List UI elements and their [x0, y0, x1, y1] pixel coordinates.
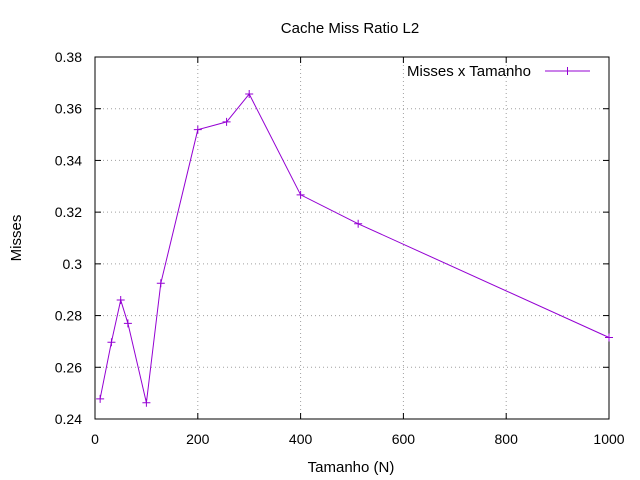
x-tick-label: 800	[495, 431, 519, 447]
y-tick-label: 0.38	[55, 49, 82, 65]
data-point-marker	[296, 190, 305, 199]
legend-label: Misses x Tamanho	[407, 63, 531, 80]
chart-title: Cache Miss Ratio L2	[281, 20, 419, 37]
data-point-marker	[107, 338, 116, 347]
data-point-marker	[245, 89, 254, 98]
data-point-marker	[354, 219, 363, 228]
x-tick-label: 0	[91, 431, 99, 447]
data-point-marker	[142, 398, 151, 407]
data-point-marker	[123, 319, 132, 328]
x-axis-title: Tamanho (N)	[308, 459, 395, 476]
tick-labels: 0 200 400 600 800 1000 0.24 0.26 0.28 0.3 0.32 0.34…	[55, 49, 625, 447]
y-tick-label: 0.3	[63, 256, 83, 272]
plot-frame	[94, 56, 610, 420]
y-tick-label: 0.28	[55, 308, 82, 324]
data-point-marker	[96, 394, 105, 403]
data-point-marker	[193, 125, 202, 134]
data-point-marker	[222, 117, 231, 126]
legend: Misses x Tamanho	[407, 63, 590, 80]
x-tick-label: 600	[392, 431, 416, 447]
y-axis-title: Misses	[8, 215, 25, 262]
data-point-marker	[156, 279, 165, 288]
x-tick-label: 200	[186, 431, 210, 447]
data-point-marker	[116, 296, 125, 305]
y-tick-label: 0.24	[55, 411, 82, 427]
legend-marker-sample	[563, 67, 572, 75]
x-tick-label: 400	[289, 431, 313, 447]
grid-lines	[95, 57, 609, 419]
x-tick-label: 1000	[593, 431, 624, 447]
y-tick-label: 0.26	[55, 359, 82, 375]
y-tick-label: 0.32	[55, 204, 82, 220]
series-layer	[96, 89, 613, 407]
y-tick-label: 0.34	[55, 152, 82, 168]
data-point-marker	[605, 333, 613, 342]
series-line	[99, 93, 610, 403]
y-tick-label: 0.36	[55, 101, 82, 117]
